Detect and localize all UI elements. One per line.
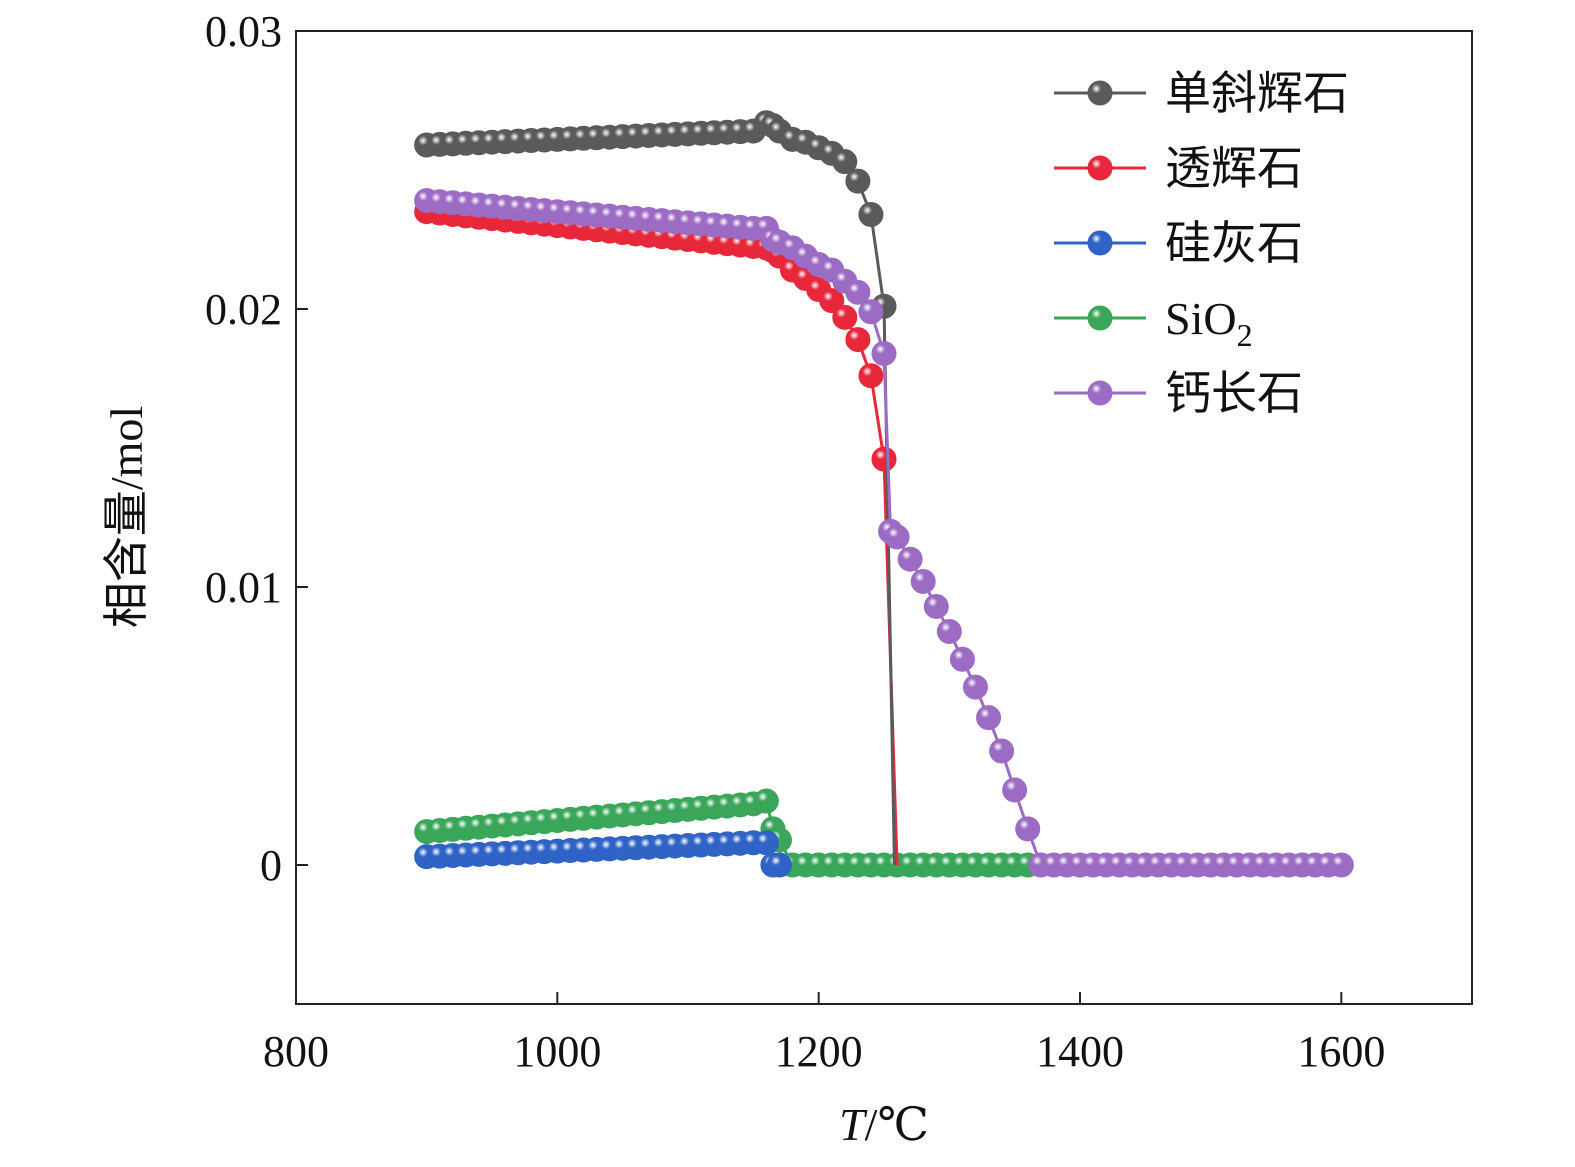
- legend-label: 钙长石: [1165, 368, 1303, 419]
- legend-swatch-marker: [1087, 80, 1113, 106]
- data-point: [897, 546, 923, 572]
- data-point: [910, 568, 936, 594]
- data-point: [949, 646, 975, 672]
- y-tick-label: 0.02: [205, 285, 282, 334]
- series-1: [414, 110, 897, 866]
- series-5: [414, 188, 1354, 878]
- data-point: [845, 279, 871, 305]
- legend-item-3: 硅灰石: [1054, 218, 1303, 269]
- legend-item-4: SiO2: [1054, 293, 1253, 353]
- data-point: [976, 705, 1002, 731]
- data-point: [766, 852, 792, 878]
- x-tick-label: 1600: [1297, 1027, 1385, 1076]
- data-point: [884, 524, 910, 550]
- data-point: [858, 201, 884, 227]
- data-point: [753, 830, 779, 856]
- data-point: [832, 304, 858, 330]
- y-tick-label: 0.03: [205, 7, 282, 56]
- data-point: [858, 299, 884, 325]
- x-axis-title: T/℃: [839, 1099, 929, 1150]
- data-point: [858, 363, 884, 389]
- x-axis-title-unit: /℃: [865, 1099, 929, 1150]
- legend-item-1: 单斜辉石: [1054, 68, 1349, 119]
- data-point: [832, 149, 858, 175]
- data-point: [845, 327, 871, 353]
- legend-label: SiO2: [1165, 293, 1253, 353]
- plot-border: [295, 30, 1473, 1005]
- series-4: [414, 788, 1041, 878]
- data-point: [845, 168, 871, 194]
- y-tick-label: 0.01: [205, 563, 282, 612]
- series-3: [414, 830, 792, 878]
- legend-label: 单斜辉石: [1165, 68, 1349, 119]
- data-point: [1328, 852, 1354, 878]
- legend-swatch-marker: [1087, 305, 1113, 331]
- legend-label: 透辉石: [1165, 143, 1303, 194]
- y-axis-title: 相含量/mol: [101, 406, 152, 628]
- legend-swatch-marker: [1087, 230, 1113, 256]
- data-point: [936, 618, 962, 644]
- legend-swatch-marker: [1087, 380, 1113, 406]
- x-axis-title-variable: T: [839, 1099, 868, 1150]
- x-tick-label: 800: [263, 1027, 329, 1076]
- data-point: [871, 446, 897, 472]
- data-point: [1002, 777, 1028, 803]
- series-layer: [414, 110, 1354, 878]
- axes-layer: 800 1000 1200 1400 1600 0 0.01 0.02 0.03: [205, 7, 1385, 1076]
- y-tick-label: 0: [260, 841, 282, 890]
- data-point: [1015, 816, 1041, 842]
- data-point: [819, 288, 845, 314]
- x-tick-label: 1200: [775, 1027, 863, 1076]
- series-2: [414, 199, 899, 866]
- x-tick-label: 1400: [1036, 1027, 1124, 1076]
- data-point: [753, 788, 779, 814]
- x-tick-label: 1000: [513, 1027, 601, 1076]
- data-point: [962, 674, 988, 700]
- plot-frame: [295, 30, 1473, 1005]
- data-point: [871, 340, 897, 366]
- legend-item-5: 钙长石: [1054, 368, 1303, 419]
- legend-label: 硅灰石: [1165, 218, 1303, 269]
- legend-swatch-marker: [1087, 155, 1113, 181]
- legend-item-2: 透辉石: [1054, 143, 1303, 194]
- data-point: [923, 593, 949, 619]
- data-point: [989, 738, 1015, 764]
